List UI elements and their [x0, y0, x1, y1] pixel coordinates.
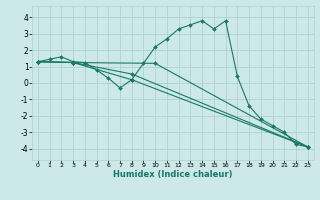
X-axis label: Humidex (Indice chaleur): Humidex (Indice chaleur)	[113, 170, 233, 179]
